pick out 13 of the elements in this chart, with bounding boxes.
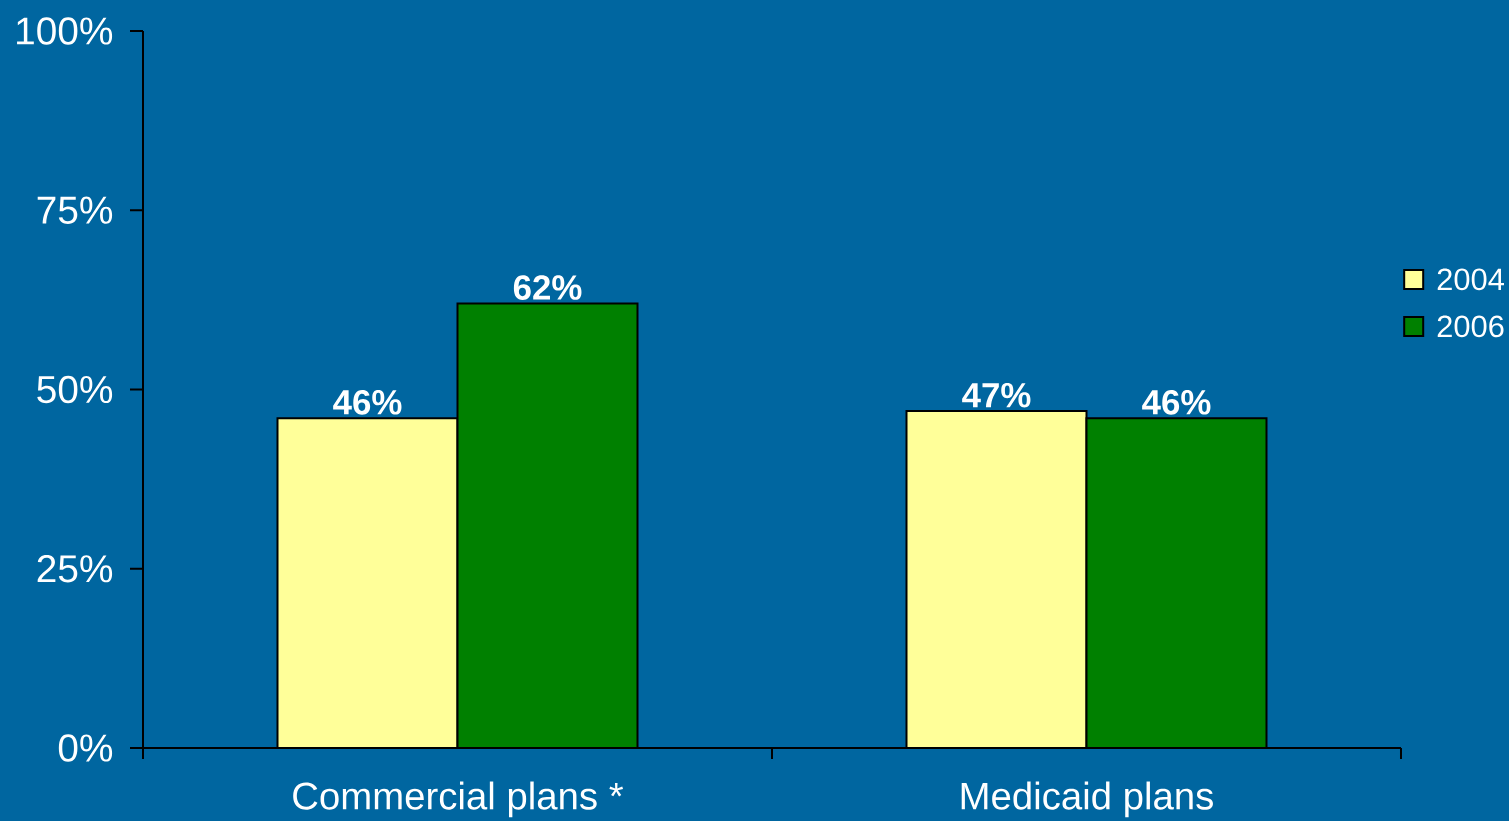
y-tick-label: 75% [37,196,113,224]
y-tick-label: 0% [58,734,113,762]
data-label: 46% [1142,389,1211,415]
y-tick-label: 25% [37,554,113,583]
x-tick-label: Medicaid plans [961,781,1213,818]
data-label: 62% [513,275,582,300]
legend-label: 2004 [1437,268,1504,291]
data-label: 46% [333,389,402,415]
y-tick-label: 50% [37,375,113,404]
legend-label: 2006 [1437,315,1504,338]
x-tick-label: Commercial plans * [293,781,624,818]
data-label: 47% [962,382,1031,408]
y-tick-label: 100% [17,17,113,45]
